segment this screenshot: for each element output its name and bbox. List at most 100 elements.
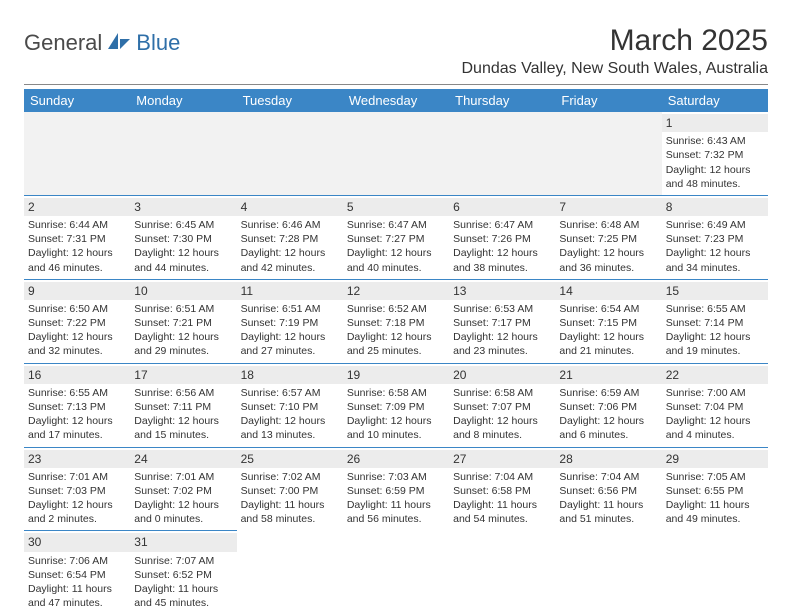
sunset-text: Sunset: 7:26 PM: [453, 232, 551, 246]
day-cell: 27Sunrise: 7:04 AMSunset: 6:58 PMDayligh…: [449, 447, 555, 531]
sunset-text: Sunset: 7:21 PM: [134, 316, 232, 330]
weekday-header: Wednesday: [343, 89, 449, 112]
day-cell: 20Sunrise: 6:58 AMSunset: 7:07 PMDayligh…: [449, 363, 555, 447]
weekday-header: Saturday: [662, 89, 768, 112]
daylight-text: Daylight: 12 hours and 42 minutes.: [241, 246, 339, 274]
day-cell: 29Sunrise: 7:05 AMSunset: 6:55 PMDayligh…: [662, 447, 768, 531]
day-cell: 4 Sunrise: 6:46 AMSunset: 7:28 PMDaylight…: [237, 195, 343, 279]
sunrise-text: Sunrise: 6:59 AM: [559, 386, 657, 400]
daylight-text: Daylight: 12 hours and 32 minutes.: [28, 330, 126, 358]
calendar-week-row: 2Sunrise: 6:44 AMSunset: 7:31 PMDaylight…: [24, 195, 768, 279]
day-cell: 17Sunrise: 6:56 AMSunset: 7:11 PMDayligh…: [130, 363, 236, 447]
day-number: 30: [24, 533, 130, 551]
day-cell: 12Sunrise: 6:52 AMSunset: 7:18 PMDayligh…: [343, 279, 449, 363]
daylight-text: Daylight: 12 hours and 23 minutes.: [453, 330, 551, 358]
sunrise-text: Sunrise: 7:07 AM: [134, 554, 232, 568]
sail-icon: [106, 31, 132, 56]
sunset-text: Sunset: 7:07 PM: [453, 400, 551, 414]
day-cell: 5Sunrise: 6:47 AMSunset: 7:27 PMDaylight…: [343, 195, 449, 279]
day-number: 31: [130, 533, 236, 551]
day-cell: 23Sunrise: 7:01 AMSunset: 7:03 PMDayligh…: [24, 447, 130, 531]
sunset-text: Sunset: 7:15 PM: [559, 316, 657, 330]
day-cell: 14Sunrise: 6:54 AMSunset: 7:15 PMDayligh…: [555, 279, 661, 363]
sunset-text: Sunset: 7:09 PM: [347, 400, 445, 414]
sunset-text: Sunset: 7:31 PM: [28, 232, 126, 246]
day-number: 6: [449, 198, 555, 216]
day-number: 3: [130, 198, 236, 216]
blank-cell: [449, 112, 555, 195]
day-cell: 8Sunrise: 6:49 AMSunset: 7:23 PMDaylight…: [662, 195, 768, 279]
day-number: 20: [449, 366, 555, 384]
sunset-text: Sunset: 7:27 PM: [347, 232, 445, 246]
sunset-text: Sunset: 7:30 PM: [134, 232, 232, 246]
day-number: 24: [130, 450, 236, 468]
sunset-text: Sunset: 7:28 PM: [241, 232, 339, 246]
day-number: 19: [343, 366, 449, 384]
sunrise-text: Sunrise: 7:04 AM: [453, 470, 551, 484]
day-number: 2: [24, 198, 130, 216]
daylight-text: Daylight: 12 hours and 46 minutes.: [28, 246, 126, 274]
sunrise-text: Sunrise: 7:06 AM: [28, 554, 126, 568]
sunset-text: Sunset: 6:52 PM: [134, 568, 232, 582]
daylight-text: Daylight: 12 hours and 19 minutes.: [666, 330, 764, 358]
sunrise-text: Sunrise: 6:50 AM: [28, 302, 126, 316]
daylight-text: Daylight: 11 hours and 49 minutes.: [666, 498, 764, 526]
blank-cell: [24, 112, 130, 195]
daylight-text: Daylight: 12 hours and 0 minutes.: [134, 498, 232, 526]
day-number: 1: [662, 114, 768, 132]
page-header: General Blue March 2025 Dundas Valley, N…: [24, 24, 768, 78]
sunset-text: Sunset: 7:10 PM: [241, 400, 339, 414]
day-cell: 30Sunrise: 7:06 AMSunset: 6:54 PMDayligh…: [24, 531, 130, 614]
sunrise-text: Sunrise: 7:03 AM: [347, 470, 445, 484]
empty-cell: [555, 531, 661, 614]
daylight-text: Daylight: 12 hours and 36 minutes.: [559, 246, 657, 274]
day-cell: 16Sunrise: 6:55 AMSunset: 7:13 PMDayligh…: [24, 363, 130, 447]
sunset-text: Sunset: 7:13 PM: [28, 400, 126, 414]
sunrise-text: Sunrise: 7:04 AM: [559, 470, 657, 484]
weekday-header: Tuesday: [237, 89, 343, 112]
sunrise-text: Sunrise: 6:43 AM: [666, 134, 764, 148]
empty-cell: [662, 531, 768, 614]
daylight-text: Daylight: 12 hours and 8 minutes.: [453, 414, 551, 442]
sunset-text: Sunset: 7:32 PM: [666, 148, 764, 162]
daylight-text: Daylight: 12 hours and 6 minutes.: [559, 414, 657, 442]
sunrise-text: Sunrise: 6:57 AM: [241, 386, 339, 400]
sunrise-text: Sunrise: 6:55 AM: [666, 302, 764, 316]
day-cell: 24Sunrise: 7:01 AMSunset: 7:02 PMDayligh…: [130, 447, 236, 531]
day-number: 15: [662, 282, 768, 300]
day-cell: 28Sunrise: 7:04 AMSunset: 6:56 PMDayligh…: [555, 447, 661, 531]
daylight-text: Daylight: 12 hours and 40 minutes.: [347, 246, 445, 274]
day-number: 12: [343, 282, 449, 300]
daylight-text: Daylight: 12 hours and 13 minutes.: [241, 414, 339, 442]
day-number: 23: [24, 450, 130, 468]
sunrise-text: Sunrise: 6:49 AM: [666, 218, 764, 232]
sunset-text: Sunset: 7:14 PM: [666, 316, 764, 330]
blank-cell: [130, 112, 236, 195]
calendar-week-row: 16Sunrise: 6:55 AMSunset: 7:13 PMDayligh…: [24, 363, 768, 447]
weekday-header: Monday: [130, 89, 236, 112]
daylight-text: Daylight: 11 hours and 56 minutes.: [347, 498, 445, 526]
day-cell: 6Sunrise: 6:47 AMSunset: 7:26 PMDaylight…: [449, 195, 555, 279]
sunrise-text: Sunrise: 6:54 AM: [559, 302, 657, 316]
day-cell: 1Sunrise: 6:43 AMSunset: 7:32 PMDaylight…: [662, 112, 768, 195]
day-cell: 2Sunrise: 6:44 AMSunset: 7:31 PMDaylight…: [24, 195, 130, 279]
sunrise-text: Sunrise: 7:05 AM: [666, 470, 764, 484]
day-number: 4: [237, 198, 343, 216]
daylight-text: Daylight: 12 hours and 38 minutes.: [453, 246, 551, 274]
empty-cell: [449, 531, 555, 614]
day-cell: 15 Sunrise: 6:55 AMSunset: 7:14 PMDayligh…: [662, 279, 768, 363]
logo-text-blue: Blue: [136, 30, 180, 56]
day-number: 21: [555, 366, 661, 384]
empty-cell: [237, 531, 343, 614]
day-number: 29: [662, 450, 768, 468]
daylight-text: Daylight: 12 hours and 44 minutes.: [134, 246, 232, 274]
location-label: Dundas Valley, New South Wales, Australi…: [461, 60, 768, 78]
weekday-header: Thursday: [449, 89, 555, 112]
day-cell: 9Sunrise: 6:50 AMSunset: 7:22 PMDaylight…: [24, 279, 130, 363]
sunset-text: Sunset: 7:25 PM: [559, 232, 657, 246]
sunset-text: Sunset: 7:18 PM: [347, 316, 445, 330]
daylight-text: Daylight: 12 hours and 29 minutes.: [134, 330, 232, 358]
sunrise-text: Sunrise: 6:46 AM: [241, 218, 339, 232]
sunset-text: Sunset: 7:19 PM: [241, 316, 339, 330]
daylight-text: Daylight: 11 hours and 47 minutes.: [28, 582, 126, 610]
